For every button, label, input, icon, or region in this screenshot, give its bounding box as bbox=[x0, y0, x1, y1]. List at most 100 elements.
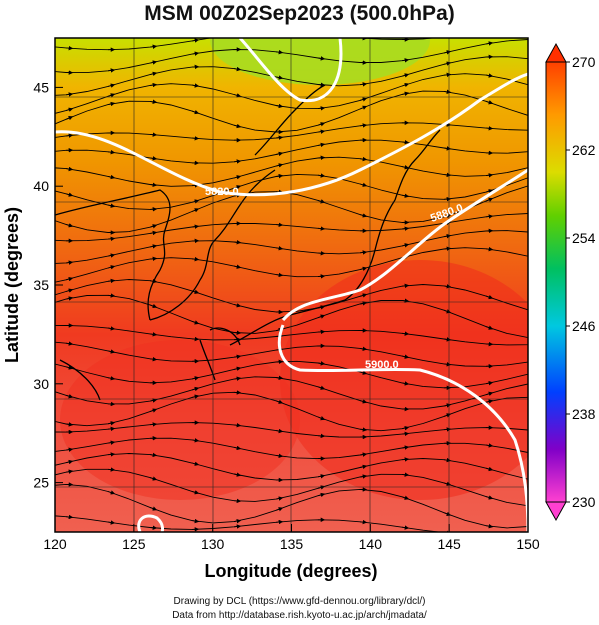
streamlines bbox=[55, 34, 528, 532]
flow-arrow bbox=[107, 93, 116, 98]
flow-arrow bbox=[65, 223, 74, 228]
flow-arrow bbox=[233, 123, 242, 129]
flow-arrow bbox=[485, 197, 494, 202]
x-tick-label: 120 bbox=[43, 536, 67, 552]
flow-arrow bbox=[149, 506, 158, 511]
flow-arrow bbox=[233, 240, 242, 245]
flow-arrow bbox=[401, 73, 410, 78]
flow-arrow bbox=[233, 518, 242, 524]
flow-arrow bbox=[275, 428, 284, 434]
flow-arrow bbox=[485, 391, 494, 396]
flow-arrow bbox=[65, 166, 74, 172]
flow-arrow bbox=[317, 173, 326, 178]
flow-arrow bbox=[275, 453, 284, 459]
flow-arrow bbox=[359, 123, 368, 128]
flow-arrow bbox=[149, 44, 158, 49]
flow-arrow bbox=[527, 383, 528, 384]
flow-arrow bbox=[65, 288, 74, 293]
flow-arrow bbox=[107, 452, 116, 457]
flow-arrow bbox=[527, 167, 528, 168]
flow-arrow bbox=[149, 422, 158, 427]
flow-arrow bbox=[233, 354, 242, 359]
contour-5880 bbox=[281, 168, 528, 322]
footer-credit-data: Data from http://database.rish.kyoto-u.a… bbox=[172, 610, 427, 621]
y-tick-label: 45 bbox=[33, 79, 49, 95]
streamline bbox=[55, 294, 528, 339]
colorbar-tick-label: 230 bbox=[572, 494, 596, 510]
flow-arrow bbox=[359, 105, 368, 110]
flow-arrow bbox=[149, 398, 158, 403]
flow-arrow bbox=[401, 82, 410, 88]
flow-arrow bbox=[317, 274, 326, 279]
flow-arrow bbox=[149, 132, 158, 137]
flow-arrow bbox=[527, 177, 528, 178]
colorbar-tick-label: 270 bbox=[572, 54, 596, 70]
flow-arrow bbox=[485, 523, 494, 529]
streamline bbox=[55, 90, 528, 133]
flow-arrow bbox=[65, 447, 74, 452]
streamline bbox=[55, 122, 528, 141]
flow-arrow bbox=[233, 303, 242, 308]
flow-arrow bbox=[191, 109, 200, 115]
flow-arrow bbox=[359, 250, 368, 255]
flow-arrow bbox=[191, 336, 200, 342]
flow-arrow bbox=[527, 256, 528, 257]
flow-arrow bbox=[317, 385, 326, 390]
footer-credit-drawing: Drawing by DCL (https://www.gfd-dennou.o… bbox=[173, 596, 426, 607]
flow-arrow bbox=[65, 92, 74, 97]
flow-arrow bbox=[107, 490, 116, 495]
flow-arrow bbox=[275, 49, 284, 55]
colorbar-tick-label: 262 bbox=[572, 142, 596, 158]
flow-arrow bbox=[401, 472, 410, 477]
flow-arrow bbox=[485, 41, 494, 46]
flow-arrow bbox=[275, 173, 284, 179]
contour-5820 bbox=[55, 72, 528, 197]
flow-arrow bbox=[65, 192, 74, 197]
flow-arrow bbox=[233, 175, 242, 180]
flow-arrow bbox=[527, 430, 528, 431]
flow-arrow bbox=[107, 101, 116, 107]
flow-arrow bbox=[317, 492, 326, 498]
flow-arrow bbox=[191, 136, 200, 141]
flow-arrow bbox=[191, 394, 200, 399]
flow-arrow bbox=[401, 445, 410, 450]
streamline bbox=[55, 468, 528, 507]
flow-arrow bbox=[191, 518, 200, 524]
x-tick-label: 140 bbox=[359, 536, 383, 552]
flow-arrow bbox=[275, 519, 284, 525]
flow-arrow bbox=[527, 337, 528, 339]
flow-arrow bbox=[317, 142, 326, 148]
flow-arrow bbox=[65, 107, 74, 112]
flow-arrow bbox=[191, 461, 200, 466]
flow-arrow bbox=[317, 433, 326, 439]
flow-arrow bbox=[191, 438, 200, 443]
flow-arrow bbox=[359, 213, 368, 218]
flow-arrow bbox=[191, 386, 200, 392]
flow-arrow bbox=[65, 296, 74, 301]
flow-arrow bbox=[149, 182, 158, 188]
y-axis-label: Latitude (degrees) bbox=[2, 207, 22, 363]
flow-arrow bbox=[65, 341, 74, 346]
contour-label-5900: 5900.0 bbox=[365, 359, 399, 371]
flow-arrow bbox=[527, 452, 528, 453]
flow-arrow bbox=[359, 474, 368, 479]
flow-arrow bbox=[233, 66, 242, 72]
flow-arrow bbox=[191, 83, 200, 88]
flow-arrow bbox=[317, 106, 326, 111]
flow-arrow bbox=[527, 84, 528, 86]
flow-arrow bbox=[401, 525, 410, 530]
flow-arrow bbox=[65, 469, 74, 474]
streamline bbox=[55, 437, 528, 460]
flow-arrow bbox=[107, 376, 116, 381]
flow-arrow bbox=[359, 464, 368, 470]
flow-arrow bbox=[318, 34, 324, 35]
flow-arrow bbox=[65, 115, 74, 121]
contour-label-5820: 5820.0 bbox=[205, 186, 239, 198]
flow-arrow bbox=[275, 399, 284, 404]
flow-arrow bbox=[401, 226, 410, 231]
flow-arrow bbox=[107, 253, 116, 258]
streamline bbox=[55, 515, 528, 532]
flow-arrow bbox=[65, 45, 74, 51]
flow-arrow bbox=[359, 346, 368, 352]
